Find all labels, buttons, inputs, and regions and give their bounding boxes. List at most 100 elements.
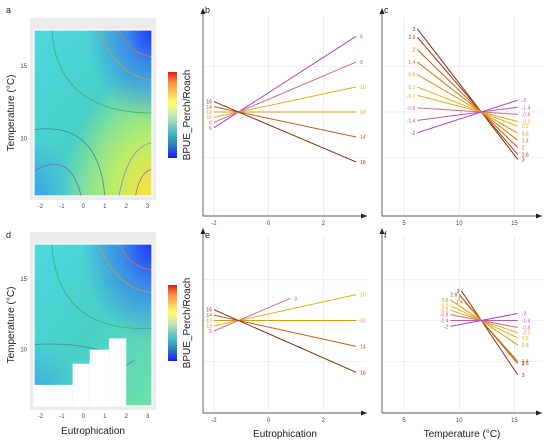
series-right-label: 8 <box>360 60 363 66</box>
series-line <box>417 74 518 134</box>
series-left-label: -0.2 <box>407 93 416 99</box>
series-left-label: 1.4 <box>456 300 463 306</box>
y-axis-arrow <box>379 228 385 234</box>
panel-letter: c <box>384 5 389 15</box>
x-tick-label: 0 <box>267 418 271 424</box>
series-right-label: -1.4 <box>522 319 531 325</box>
masked-region <box>89 349 110 406</box>
series-left-label: 6 <box>209 126 212 132</box>
series-left-label: 2.6 <box>408 35 415 41</box>
x-axis-arrow <box>361 213 367 219</box>
colorbar: BPUE_Perch/Roach <box>168 278 193 368</box>
masked-region <box>34 384 73 406</box>
x-tick-label: 2 <box>322 221 326 227</box>
series-left-label: -2 <box>411 131 416 137</box>
series-right-label: 14 <box>360 344 366 350</box>
series-line <box>450 314 518 328</box>
series-line <box>461 290 519 376</box>
series-line <box>213 86 357 118</box>
series-right-label: 10 <box>360 293 366 299</box>
x-axis-title: Eutrophication <box>61 426 125 437</box>
x-tick-label: 10 <box>456 418 463 424</box>
series-right-label: 12 <box>360 110 366 116</box>
contour-line <box>118 30 152 57</box>
line-panel-c: c5 10 1532.621.40.80.2-0.2-0.8-1.4-2-2-1.4… <box>379 5 542 227</box>
series-left-label: 2.6 <box>450 293 457 299</box>
x-tick-label: 2 <box>125 204 129 210</box>
x-tick-label: -2 <box>211 418 217 424</box>
y-axis-arrow <box>200 8 206 14</box>
x-tick-label: 0 <box>82 414 86 420</box>
series-left-label: 2 <box>458 296 461 302</box>
series-left-label: 16 <box>206 100 212 106</box>
x-tick-label: 1 <box>103 204 107 210</box>
series-left-label: 14 <box>206 105 212 111</box>
y-axis-title: Temperature (°C) <box>6 287 17 364</box>
y-tick-label: 10 <box>20 348 27 354</box>
series-right-label: 3 <box>522 157 525 163</box>
series-right-label: 6 <box>360 34 363 40</box>
x-tick-label: -2 <box>38 414 44 420</box>
series-right-label: 16 <box>360 160 366 166</box>
x-tick-label: 3 <box>146 204 150 210</box>
series-left-label: 0.8 <box>441 298 448 304</box>
masked-region <box>109 338 127 406</box>
x-axis-title: Temperature (°C) <box>424 429 501 440</box>
x-axis-arrow <box>361 410 367 416</box>
x-tick-label: 10 <box>456 221 463 227</box>
x-tick-label: -2 <box>211 221 217 227</box>
series-line <box>213 101 357 163</box>
series-left-label: 12 <box>206 110 212 116</box>
colorbar-gradient <box>168 285 177 361</box>
series-line <box>417 99 518 134</box>
heatmap-fill <box>34 244 152 406</box>
series-right-label: -0.2 <box>522 119 531 125</box>
colorbar-label: BPUE_Perch/Roach <box>182 70 193 161</box>
heatmap-border <box>33 243 153 407</box>
series-right-label: 3 <box>522 373 525 379</box>
series-left-label: 2 <box>413 48 416 54</box>
y-tick-label: 10 <box>20 136 27 142</box>
series-line <box>416 49 519 148</box>
panel-letter: a <box>6 5 11 15</box>
series-left-label: -0.2 <box>440 308 449 314</box>
series-right-label: -0.8 <box>522 325 531 331</box>
contour-line <box>118 244 152 271</box>
colorbar: BPUE_Perch/Roach <box>168 70 193 161</box>
series-left-label: 0.8 <box>408 73 415 79</box>
series-left-label: -1.4 <box>407 118 416 124</box>
contour-line <box>51 30 152 114</box>
heatmap-border <box>33 29 153 197</box>
series-right-label: -0.2 <box>522 331 531 337</box>
x-tick-label: 2 <box>125 414 129 420</box>
panel-letter: e <box>205 230 210 240</box>
series-right-label: 12 <box>360 319 366 325</box>
series-left-label: 10 <box>206 115 212 121</box>
series-line <box>213 106 357 138</box>
series-line <box>450 313 518 327</box>
contour-line <box>34 163 82 196</box>
contour-line <box>34 128 106 196</box>
series-left-label: 10 <box>206 324 212 330</box>
series-right-label: 16 <box>360 370 366 376</box>
series-left-label: -0.8 <box>440 313 449 319</box>
series-left-label: 3 <box>413 27 416 33</box>
series-right-label: -1.4 <box>522 105 531 111</box>
series-right-label: 10 <box>360 85 366 91</box>
series-left-label: -2 <box>444 324 449 330</box>
series-right-label: -2 <box>522 312 527 318</box>
y-tick-label: 15 <box>20 277 27 283</box>
series-left-label: 0.2 <box>441 304 448 310</box>
x-axis-title: Eutrophication <box>253 429 317 440</box>
series-line <box>213 294 357 327</box>
masked-region <box>72 363 90 406</box>
heatmap-fill <box>34 30 152 196</box>
contour-line <box>98 30 152 81</box>
x-tick-label: -1 <box>59 414 65 420</box>
x-tick-label: 15 <box>511 418 518 424</box>
panel-letter: b <box>205 5 210 15</box>
series-right-label: 2 <box>522 362 525 368</box>
